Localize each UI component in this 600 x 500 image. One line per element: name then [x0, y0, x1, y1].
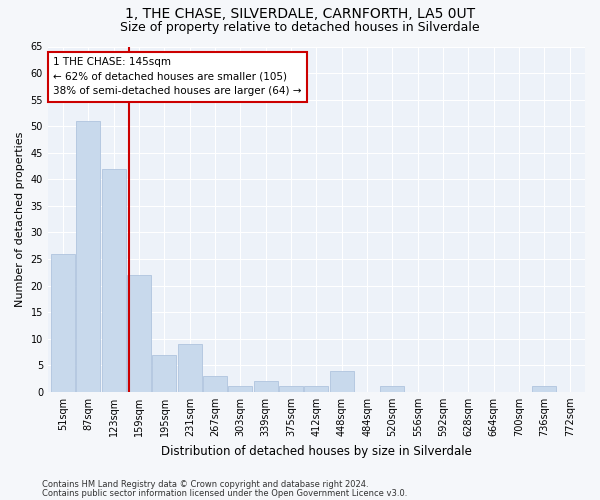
Text: Contains public sector information licensed under the Open Government Licence v3: Contains public sector information licen…	[42, 488, 407, 498]
Bar	[532, 386, 556, 392]
Bar	[229, 386, 253, 392]
Bar	[152, 354, 176, 392]
Bar	[330, 370, 354, 392]
Text: 1 THE CHASE: 145sqm
← 62% of detached houses are smaller (105)
38% of semi-detac: 1 THE CHASE: 145sqm ← 62% of detached ho…	[53, 57, 302, 96]
Y-axis label: Number of detached properties: Number of detached properties	[15, 132, 25, 307]
X-axis label: Distribution of detached houses by size in Silverdale: Distribution of detached houses by size …	[161, 444, 472, 458]
Bar	[178, 344, 202, 392]
Bar	[51, 254, 75, 392]
Bar	[254, 381, 278, 392]
Bar	[380, 386, 404, 392]
Bar	[203, 376, 227, 392]
Text: 1, THE CHASE, SILVERDALE, CARNFORTH, LA5 0UT: 1, THE CHASE, SILVERDALE, CARNFORTH, LA5…	[125, 8, 475, 22]
Bar	[76, 121, 100, 392]
Text: Size of property relative to detached houses in Silverdale: Size of property relative to detached ho…	[120, 21, 480, 34]
Bar	[279, 386, 303, 392]
Bar	[304, 386, 328, 392]
Bar	[127, 275, 151, 392]
Text: Contains HM Land Registry data © Crown copyright and database right 2024.: Contains HM Land Registry data © Crown c…	[42, 480, 368, 489]
Bar	[102, 168, 126, 392]
